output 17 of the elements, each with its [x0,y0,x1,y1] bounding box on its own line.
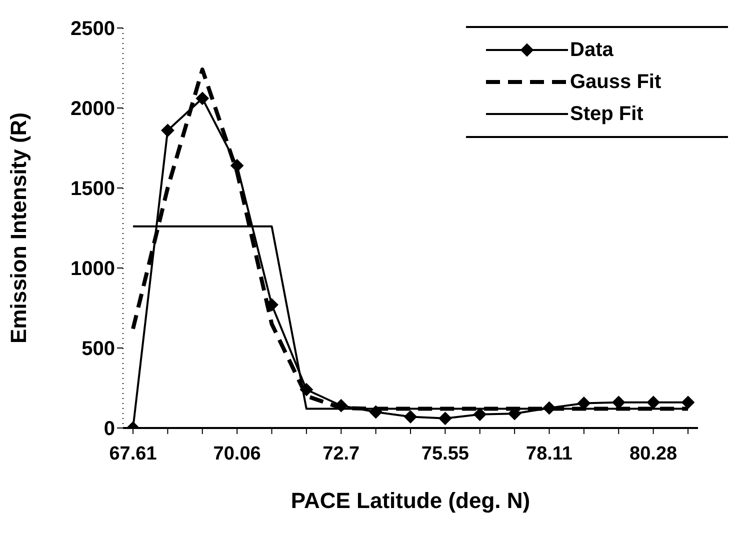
x-tick-label: 72.7 [322,443,360,464]
y-tick-label: 1000 [70,258,115,280]
y-tick-label: 2000 [70,98,115,120]
x-axis-title: PACE Latitude (deg. N) [290,488,530,513]
x-tick-label: 80.28 [630,443,678,464]
x-tick-label: 67.61 [109,443,158,464]
y-tick-label: 2500 [70,18,115,40]
x-tick-label: 75.55 [421,443,470,464]
x-tick-label: 78.11 [526,443,573,464]
legend-label: Step Fit [570,102,644,126]
legend-label: Gauss Fit [570,70,662,94]
x-tick-label: 70.06 [213,443,261,464]
legend-label: Data [570,38,614,62]
y-tick-label: 500 [82,338,115,360]
y-tick-label: 1500 [70,178,115,200]
y-tick-label: 0 [104,418,115,440]
y-axis-title: Emission Intensity (R) [6,112,31,344]
